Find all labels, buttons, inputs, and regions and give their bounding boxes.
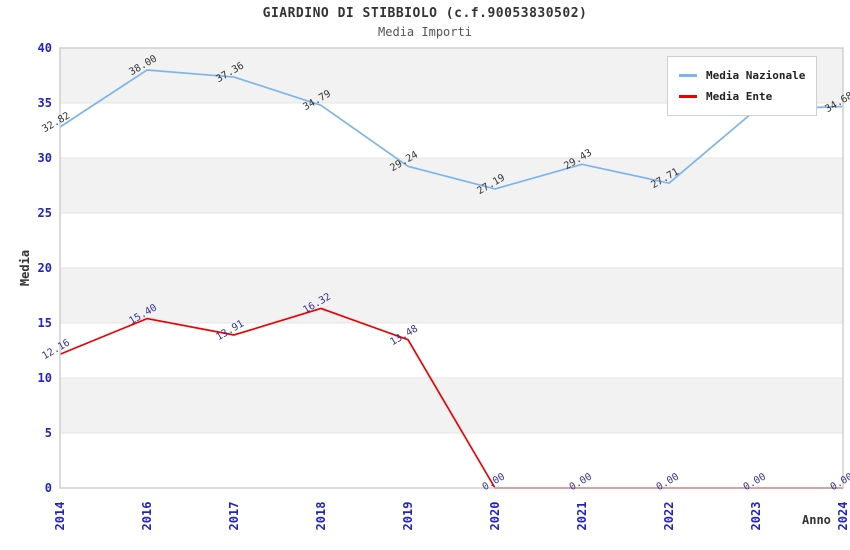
band xyxy=(60,268,843,323)
chart-subtitle: Media Importi xyxy=(378,25,472,39)
legend: Media Nazionale Media Ente xyxy=(667,56,818,116)
band xyxy=(60,378,843,433)
y-axis-title: Media xyxy=(18,249,32,287)
legend-label-media-ente: Media Ente xyxy=(706,90,773,103)
line-swatch-blue-icon xyxy=(679,74,697,77)
series-line-media-nazionale xyxy=(59,69,844,190)
legend-item-media-nazionale: Media Nazionale xyxy=(679,65,805,86)
chart-title: GIARDINO DI STIBBIOLO (c.f.90053830502) xyxy=(262,6,588,21)
plot-border xyxy=(59,47,844,489)
line-swatch-red-icon xyxy=(679,95,697,98)
x-axis-title: Anno xyxy=(802,513,831,527)
band xyxy=(60,158,843,213)
legend-label-media-nazionale: Media Nazionale xyxy=(706,69,806,82)
legend-item-media-ente: Media Ente xyxy=(679,86,805,107)
